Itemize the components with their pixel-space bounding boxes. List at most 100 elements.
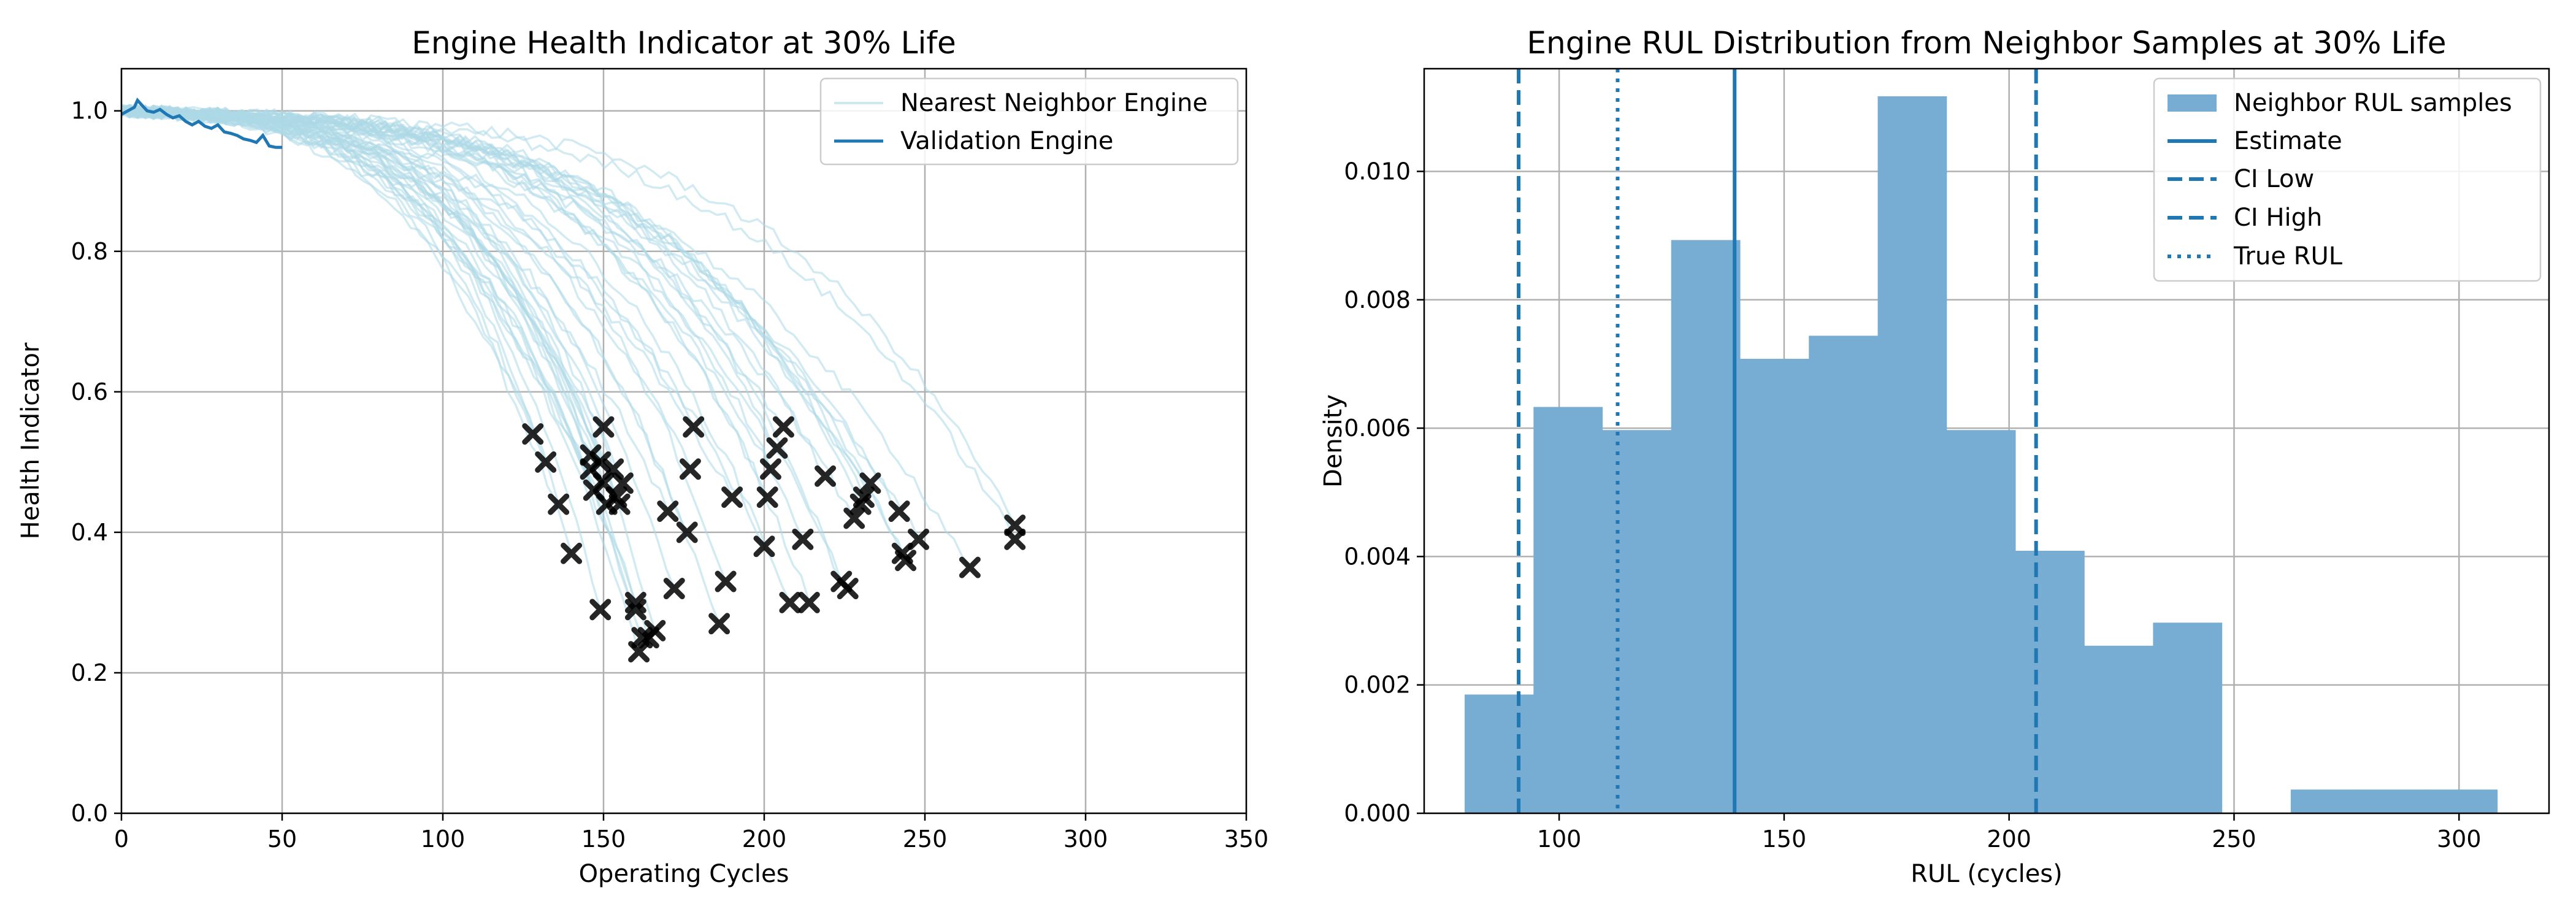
x-tick-label: 250: [2212, 826, 2256, 853]
end-of-life-marker: [589, 599, 611, 621]
y-tick-label: 0.004: [1344, 543, 1411, 570]
end-of-life-marker: [679, 458, 701, 480]
neighbor-engine-line: [121, 107, 640, 653]
y-axis-label: Health Indicator: [17, 342, 45, 539]
chart-title: Engine Health Indicator at 30% Life: [412, 25, 956, 61]
histogram-bars: [1465, 96, 2498, 813]
legend-label: Validation Engine: [900, 127, 1113, 155]
y-tick-label: 1.0: [71, 98, 108, 125]
end-of-life-markers: [522, 416, 1026, 663]
x-axis-label: RUL (cycles): [1911, 860, 2063, 888]
plot-frame: [1423, 67, 2550, 815]
end-of-life-marker: [548, 493, 570, 515]
end-of-life-marker: [859, 472, 881, 494]
end-of-life-marker: [798, 591, 820, 613]
histogram-bar: [1809, 335, 1878, 813]
x-tick-label: 200: [1987, 826, 2031, 853]
x-tick-label: 100: [421, 826, 466, 853]
neighbor-engine-line: [121, 104, 618, 498]
y-tick-label: 0.008: [1344, 286, 1411, 313]
x-tick-label: 150: [1762, 826, 1807, 853]
histogram-bar: [1465, 694, 1534, 813]
end-of-life-marker: [853, 486, 875, 508]
histogram-bar: [2153, 623, 2223, 813]
end-of-life-marker: [772, 416, 794, 438]
y-tick-label: 0.6: [71, 378, 108, 405]
rul-distribution-plot: 100 150 200 250 300 0.000 0.002 0.004 0.006 0.008…: [1319, 25, 2550, 888]
x-tick-label: 50: [267, 826, 297, 853]
end-of-life-marker: [535, 451, 557, 473]
end-of-life-marker: [592, 416, 615, 438]
histogram-bar: [1740, 359, 1809, 813]
neighbor-engine-line: [121, 105, 1016, 540]
neighbor-engine-line: [121, 105, 827, 477]
histogram-bar: [2084, 645, 2153, 813]
end-of-life-marker: [756, 486, 778, 508]
end-of-life-marker: [1004, 528, 1026, 550]
end-of-life-marker: [759, 458, 781, 480]
end-of-life-marker: [561, 542, 583, 564]
end-of-life-marker: [589, 451, 611, 473]
x-tick-label: 100: [1537, 826, 1582, 853]
end-of-life-marker: [657, 500, 679, 523]
end-of-life-marker: [721, 486, 743, 508]
legend-label: Estimate: [2234, 127, 2342, 155]
end-of-life-marker: [602, 458, 624, 480]
grid-lines: [120, 69, 1248, 815]
legend-box: [2153, 77, 2542, 282]
neighbor-engine-line: [121, 104, 605, 427]
end-of-life-marker: [753, 535, 775, 558]
end-of-life-marker: [908, 528, 930, 550]
x-tick-label: 200: [742, 826, 787, 853]
end-of-life-marker: [644, 619, 666, 642]
histogram-bar: [1877, 96, 1947, 813]
neighbor-engine-line: [121, 105, 849, 589]
end-of-life-marker: [815, 465, 837, 487]
neighbor-curves: [121, 104, 1016, 653]
histogram-bar: [2015, 551, 2085, 813]
x-tick-label: 300: [1064, 826, 1108, 853]
legend-box: [819, 77, 1239, 166]
histogram-bar: [1946, 430, 2016, 813]
plot-frame: [120, 67, 1248, 815]
histogram-bar: [2428, 789, 2498, 813]
end-of-life-marker: [708, 613, 730, 635]
validation-engine-line: [120, 97, 282, 149]
end-of-life-marker: [959, 556, 981, 578]
end-of-life-marker: [608, 493, 631, 515]
y-tick-label: 0.8: [71, 238, 108, 265]
end-of-life-marker: [715, 570, 737, 592]
legend-label: CI Low: [2234, 165, 2314, 193]
y-tick-label: 0.006: [1344, 415, 1411, 442]
legend-label: Nearest Neighbor Engine: [900, 89, 1208, 117]
y-tick-label: 0.0: [71, 800, 108, 827]
end-of-life-marker: [766, 437, 788, 459]
histogram-bar: [2290, 789, 2360, 813]
legend-swatch-bars: [2168, 94, 2217, 112]
legend: Nearest Neighbor Engine Validation Engine: [819, 77, 1239, 166]
end-of-life-marker: [676, 521, 698, 543]
end-of-life-marker: [843, 507, 865, 529]
y-tick-label: 0.002: [1344, 672, 1411, 699]
neighbor-engine-line: [121, 105, 692, 470]
health-indicator-plot: 0 50 100 150 200 250 300 350 0.0 0.2 0.4 0.6 0.8 1.0 E…: [17, 25, 1268, 888]
end-of-life-marker: [592, 472, 615, 494]
end-of-life-marker: [683, 416, 705, 438]
end-of-life-marker: [837, 578, 859, 600]
end-of-life-marker: [611, 472, 634, 494]
x-tick-label: 350: [1224, 826, 1269, 853]
histogram-bar: [1602, 430, 1672, 813]
y-tick-label: 0.2: [71, 659, 108, 686]
x-tick-label: 150: [581, 826, 626, 853]
end-of-life-marker: [792, 528, 814, 550]
histogram-bar: [1533, 407, 1603, 813]
end-of-life-marker: [624, 599, 646, 621]
legend-label: Neighbor RUL samples: [2234, 89, 2512, 117]
neighbor-engine-line: [121, 105, 920, 540]
histogram-bar: [1671, 240, 1741, 813]
y-tick-label: 0.010: [1344, 158, 1411, 185]
end-of-life-marker: [631, 627, 653, 649]
x-axis-label: Operating Cycles: [579, 860, 789, 888]
neighbor-engine-line: [121, 104, 811, 603]
